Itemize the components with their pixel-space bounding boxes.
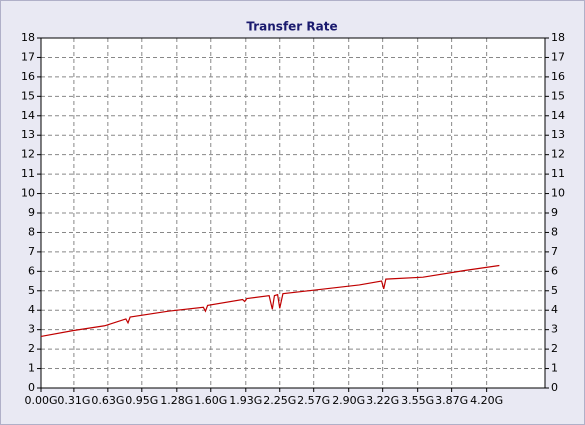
y-tick-label: 18	[21, 31, 35, 44]
y2-tick-label: 10	[551, 187, 565, 200]
x-tick-label: 2.57G	[297, 394, 330, 407]
y-tick-label: 1	[28, 362, 35, 375]
y-tick-label: 6	[28, 264, 35, 277]
y-tick-label: 9	[28, 206, 35, 219]
data-line	[40, 264, 500, 338]
y2-tick-label: 18	[551, 31, 565, 44]
x-tick-label: 3.87G	[435, 394, 468, 407]
y2-tick-label: 2	[551, 342, 558, 355]
y2-tick-label: 1	[551, 362, 558, 375]
x-tick-label: 0.00G	[24, 394, 57, 407]
x-tick-label: 1.28G	[160, 394, 193, 407]
y-tick-label: 15	[21, 89, 35, 102]
y-tick-label: 3	[28, 323, 35, 336]
y-tick-label: 0	[28, 381, 35, 394]
y2-tick-label: 15	[551, 89, 565, 102]
y2-tick-label: 0	[551, 381, 558, 394]
y2-tick-label: 5	[551, 284, 558, 297]
y-tick-label: 5	[28, 284, 35, 297]
x-tick-label: 2.90G	[332, 394, 365, 407]
y2-tick-label: 3	[551, 323, 558, 336]
x-tick-label: 0.31G	[57, 394, 90, 407]
y-tick-label: 11	[21, 167, 35, 180]
y-tick-label: 13	[21, 128, 35, 141]
x-tick-label: 0.95G	[125, 394, 158, 407]
y2-tick-label: 4	[551, 303, 558, 316]
y-tick-label: 7	[28, 245, 35, 258]
y2-tick-label: 14	[551, 109, 565, 122]
y-tick-label: 12	[21, 148, 35, 161]
y-tick-label: 14	[21, 109, 35, 122]
y-tick-label: 2	[28, 342, 35, 355]
y2-tick-label: 12	[551, 148, 565, 161]
y-tick-label: 16	[21, 70, 35, 83]
y2-tick-label: 13	[551, 128, 565, 141]
y2-tick-label: 7	[551, 245, 558, 258]
x-tick-label: 1.93G	[229, 394, 262, 407]
x-tick-label: 4.20G	[470, 394, 503, 407]
chart-title: Transfer Rate	[246, 20, 337, 34]
y2-tick-label: 16	[551, 70, 565, 83]
x-tick-label: 0.63G	[91, 394, 124, 407]
y-tick-label: 17	[21, 50, 35, 63]
x-tick-label: 1.60G	[194, 394, 227, 407]
x-tick-label: 2.25G	[263, 394, 296, 407]
y2-tick-label: 17	[551, 50, 565, 63]
y2-tick-label: 9	[551, 206, 558, 219]
y2-tick-label: 8	[551, 225, 558, 238]
y2-tick-label: 11	[551, 167, 565, 180]
plot-border	[40, 37, 546, 389]
x-tick-label: 3.22G	[366, 394, 399, 407]
y-tick-label: 10	[21, 187, 35, 200]
y-tick-label: 8	[28, 225, 35, 238]
y-tick-label: 4	[28, 303, 35, 316]
y2-tick-label: 6	[551, 264, 558, 277]
x-tick-label: 3.55G	[401, 394, 434, 407]
